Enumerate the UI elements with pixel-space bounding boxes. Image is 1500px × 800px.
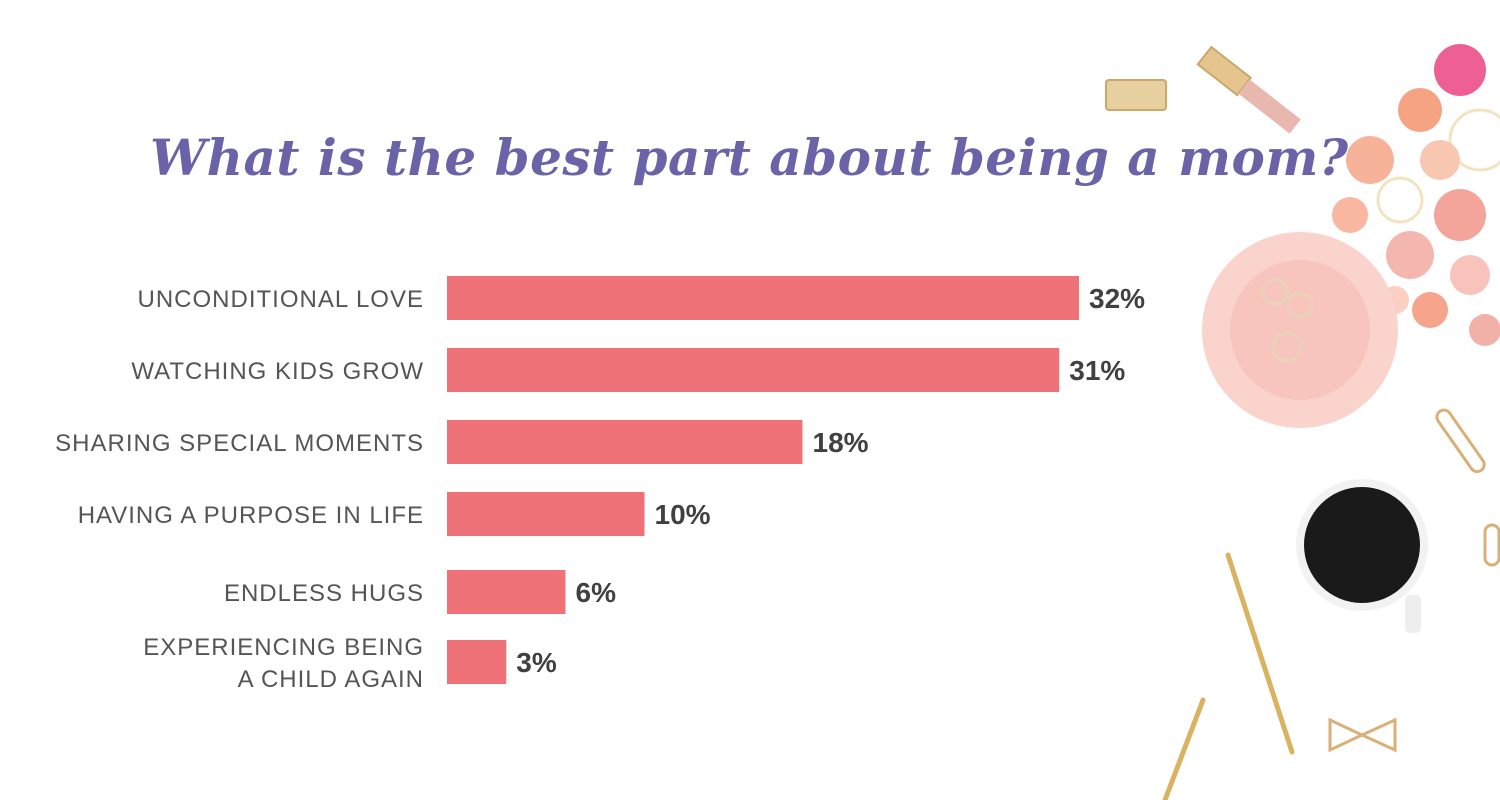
- paper-clip-icon: [1435, 408, 1500, 567]
- category-label: SHARING SPECIAL MOMENTS: [55, 430, 424, 457]
- data-label: 32%: [1089, 283, 1145, 314]
- category-label: A CHILD AGAIN: [238, 666, 424, 693]
- category-label: UNCONDITIONAL LOVE: [138, 286, 425, 313]
- bow-clip-icon: [1328, 717, 1397, 753]
- bar: [447, 420, 803, 464]
- category-label: HAVING A PURPOSE IN LIFE: [78, 502, 424, 529]
- bar: [447, 570, 566, 614]
- gold-pen-icon: [1162, 552, 1295, 800]
- coffee-cup-icon: [1296, 479, 1428, 633]
- chart-title: What is the best part about being a mom?: [150, 128, 1349, 187]
- data-label: 3%: [516, 647, 557, 678]
- data-label: 31%: [1069, 355, 1125, 386]
- data-label: 18%: [813, 427, 869, 458]
- bar: [447, 640, 507, 684]
- pink-dish-icon: [1202, 232, 1398, 428]
- category-label: ENDLESS HUGS: [224, 580, 424, 607]
- data-label: 6%: [576, 577, 617, 608]
- bar: [447, 348, 1060, 392]
- bar: [447, 276, 1079, 320]
- bar: [447, 492, 645, 536]
- category-label: EXPERIENCING BEING: [143, 634, 424, 661]
- lipstick-icon: [1105, 45, 1301, 134]
- data-label: 10%: [655, 499, 711, 530]
- category-label: WATCHING KIDS GROW: [131, 358, 424, 385]
